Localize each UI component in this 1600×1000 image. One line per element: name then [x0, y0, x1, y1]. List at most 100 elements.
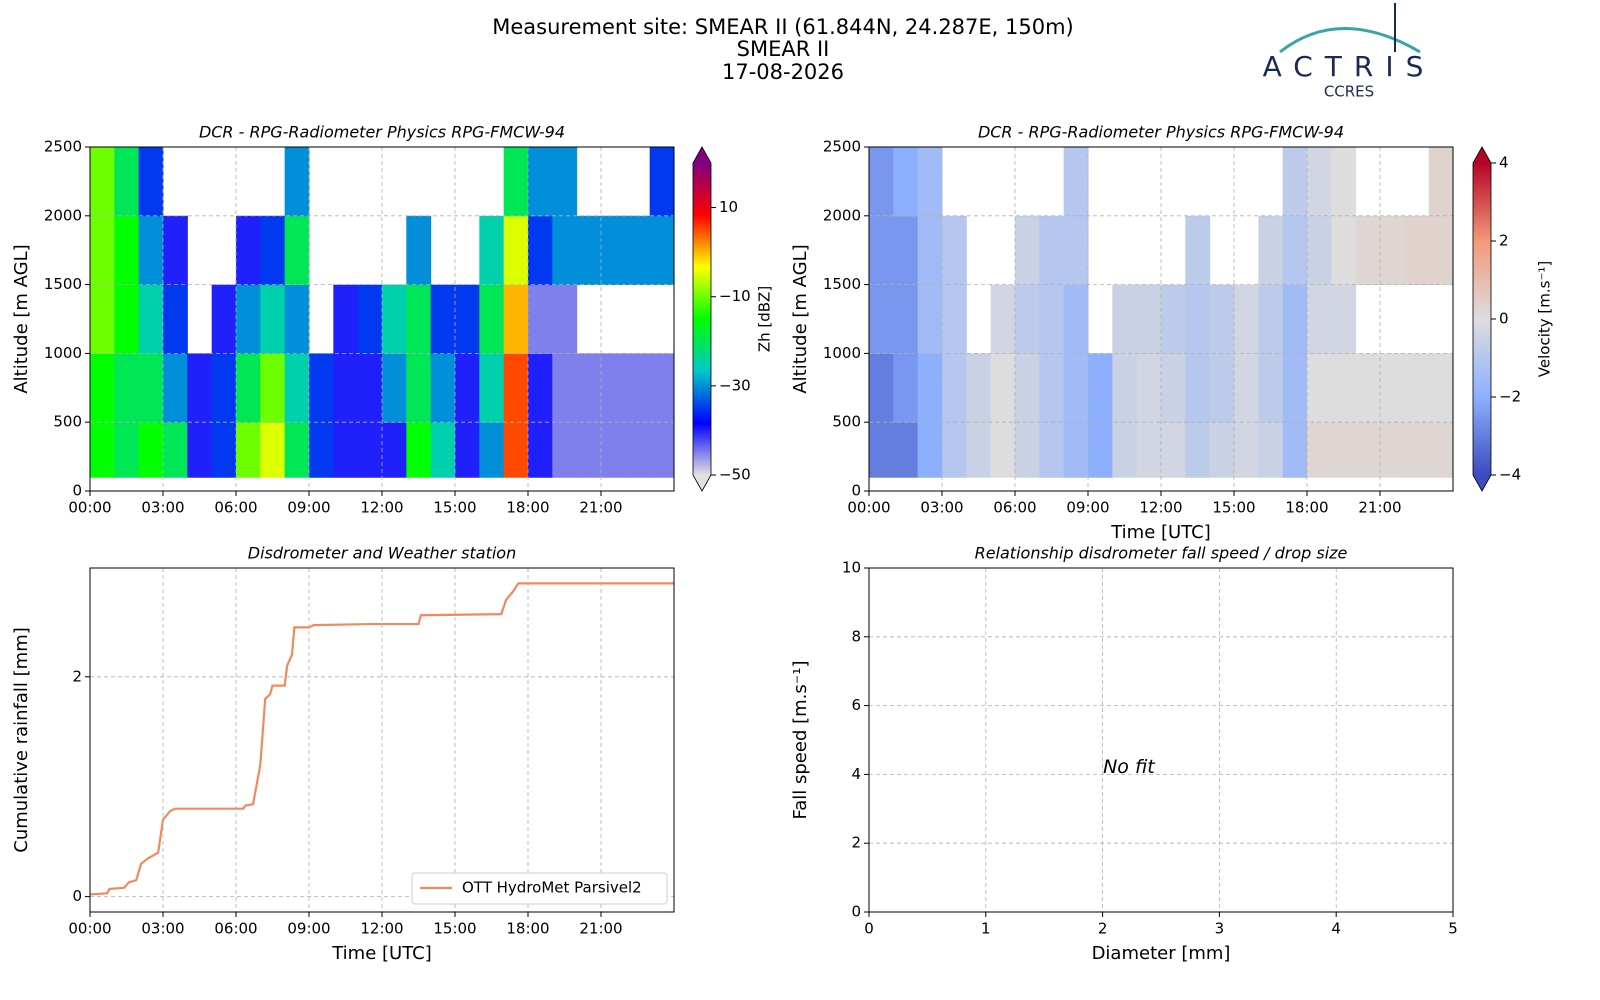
y-tick-label: 500 — [53, 413, 82, 431]
heatmap-cell — [503, 284, 529, 354]
x-tick-label: 12:00 — [360, 920, 403, 938]
y-tick-label: 1000 — [823, 344, 861, 362]
heatmap-cell — [1307, 353, 1332, 423]
heatmap-cell — [966, 422, 992, 478]
heatmap-cell — [869, 215, 894, 286]
heatmap-cell — [1355, 353, 1381, 423]
heatmap-cell — [211, 422, 237, 478]
heatmap-cell — [1282, 353, 1308, 423]
heatmap-cell — [1112, 353, 1138, 423]
y-tick-label: 0 — [851, 482, 861, 500]
heatmap-cell — [430, 353, 456, 423]
heatmap-cell — [1185, 215, 1211, 286]
plot-area — [90, 582, 674, 896]
x-axis-label: Time [UTC] — [331, 943, 432, 964]
panel: 0 2 4 6 8 10 0 1 2 3 4 5 No fit Relationship disdrome… — [790, 544, 1458, 965]
x-tick-label: 09:00 — [1066, 499, 1109, 517]
y-tick-label: 2 — [851, 834, 861, 852]
heatmap-cell — [1404, 215, 1430, 286]
heatmap-cell — [528, 422, 553, 478]
x-tick-label: 2 — [1098, 920, 1108, 938]
heatmap-cell — [382, 422, 407, 478]
heatmap-cell — [1063, 215, 1089, 286]
heatmap-cell — [236, 215, 261, 286]
heatmap-cell — [1185, 422, 1211, 478]
plot-area — [90, 147, 674, 478]
colorbar-extend — [1473, 475, 1491, 491]
heatmap-cell — [552, 284, 578, 354]
heatmap-cell — [917, 353, 943, 423]
heatmap-cell — [211, 284, 237, 354]
heatmap-cell — [1380, 215, 1405, 286]
colorbar-tick-label: 10 — [719, 198, 738, 216]
heatmap-cell — [869, 422, 894, 478]
axes-frame — [89, 567, 675, 913]
heatmap-cell — [236, 284, 261, 354]
logo-text: ACTRIS — [1263, 50, 1436, 83]
colorbar-tick-label: 0 — [1499, 310, 1509, 328]
x-tick-label: 03:00 — [141, 920, 184, 938]
heatmap-cell — [1404, 353, 1430, 423]
heatmap-cell — [406, 422, 432, 478]
heatmap-cell — [455, 284, 480, 354]
heatmap-cell — [528, 284, 553, 354]
x-tick-label: 06:00 — [993, 499, 1036, 517]
heatmap-cell — [114, 284, 140, 354]
x-tick-label: 06:00 — [214, 499, 257, 517]
heatmap-cell — [990, 353, 1016, 423]
heatmap-cell — [1185, 284, 1211, 354]
heatmap-cell — [917, 215, 943, 286]
heatmap-cell — [357, 422, 383, 478]
heatmap-cell — [479, 284, 505, 354]
heatmap-cell — [114, 353, 140, 423]
colorbar-tick-label: −4 — [1499, 466, 1521, 484]
colorbar-tick-label: −2 — [1499, 388, 1521, 406]
heatmap-cell — [138, 284, 164, 354]
heatmap-cell — [1015, 422, 1040, 478]
axes-frame — [868, 146, 1454, 492]
heatmap-cell — [503, 422, 529, 478]
x-tick-label: 12:00 — [1139, 499, 1182, 517]
heatmap-cell — [1015, 353, 1040, 423]
heatmap-cell — [1307, 284, 1332, 354]
y-axis-label: Fall speed [m.s⁻¹] — [790, 661, 811, 820]
heatmap-cell — [1428, 422, 1453, 478]
axes-frame — [868, 567, 1454, 913]
axes-title: Disdrometer and Weather station — [248, 544, 516, 563]
heatmap-cell — [236, 353, 261, 423]
heatmap-cell — [333, 422, 359, 478]
heatmap-cell — [455, 353, 480, 423]
axes-frame — [89, 146, 675, 492]
heatmap-cell — [1088, 422, 1113, 478]
x-tick-label: 18:00 — [1285, 499, 1328, 517]
x-axis-label: Time [UTC] — [1110, 522, 1211, 543]
heatmap-cell — [869, 284, 894, 354]
colorbar-extend — [693, 475, 711, 491]
heatmap-cell — [114, 215, 140, 286]
y-tick-label: 2500 — [44, 138, 82, 156]
heatmap-cell — [1063, 422, 1089, 478]
heatmap-cell — [163, 284, 188, 354]
heatmap-cell — [1112, 284, 1138, 354]
heatmap-cell — [528, 215, 553, 286]
heatmap-cell — [479, 422, 505, 478]
panel: 0 500 1000 1500 2000 2500 00:00 03:00 06:00 09:00… — [11, 123, 774, 517]
x-tick-label: 15:00 — [433, 920, 476, 938]
heatmap-cell — [163, 353, 188, 423]
heatmap-cell — [1380, 422, 1405, 478]
heatmap-cell — [479, 215, 505, 286]
x-tick-label: 15:00 — [433, 499, 476, 517]
heatmap-cell — [1161, 422, 1186, 478]
y-tick-label: 0 — [851, 903, 861, 921]
heatmap-cell — [552, 215, 578, 286]
heatmap-cell — [1039, 215, 1065, 286]
heatmap-cell — [917, 284, 943, 354]
heatmap-cell — [649, 215, 674, 286]
x-axis-label: Diameter [mm] — [1092, 943, 1231, 964]
heatmap-cell — [1185, 353, 1211, 423]
heatmap-cell — [649, 422, 674, 478]
heatmap-cell — [942, 284, 967, 354]
heatmap-cell — [90, 215, 115, 286]
heatmap-cell — [503, 353, 529, 423]
colorbar-tick-label: −50 — [719, 466, 751, 484]
